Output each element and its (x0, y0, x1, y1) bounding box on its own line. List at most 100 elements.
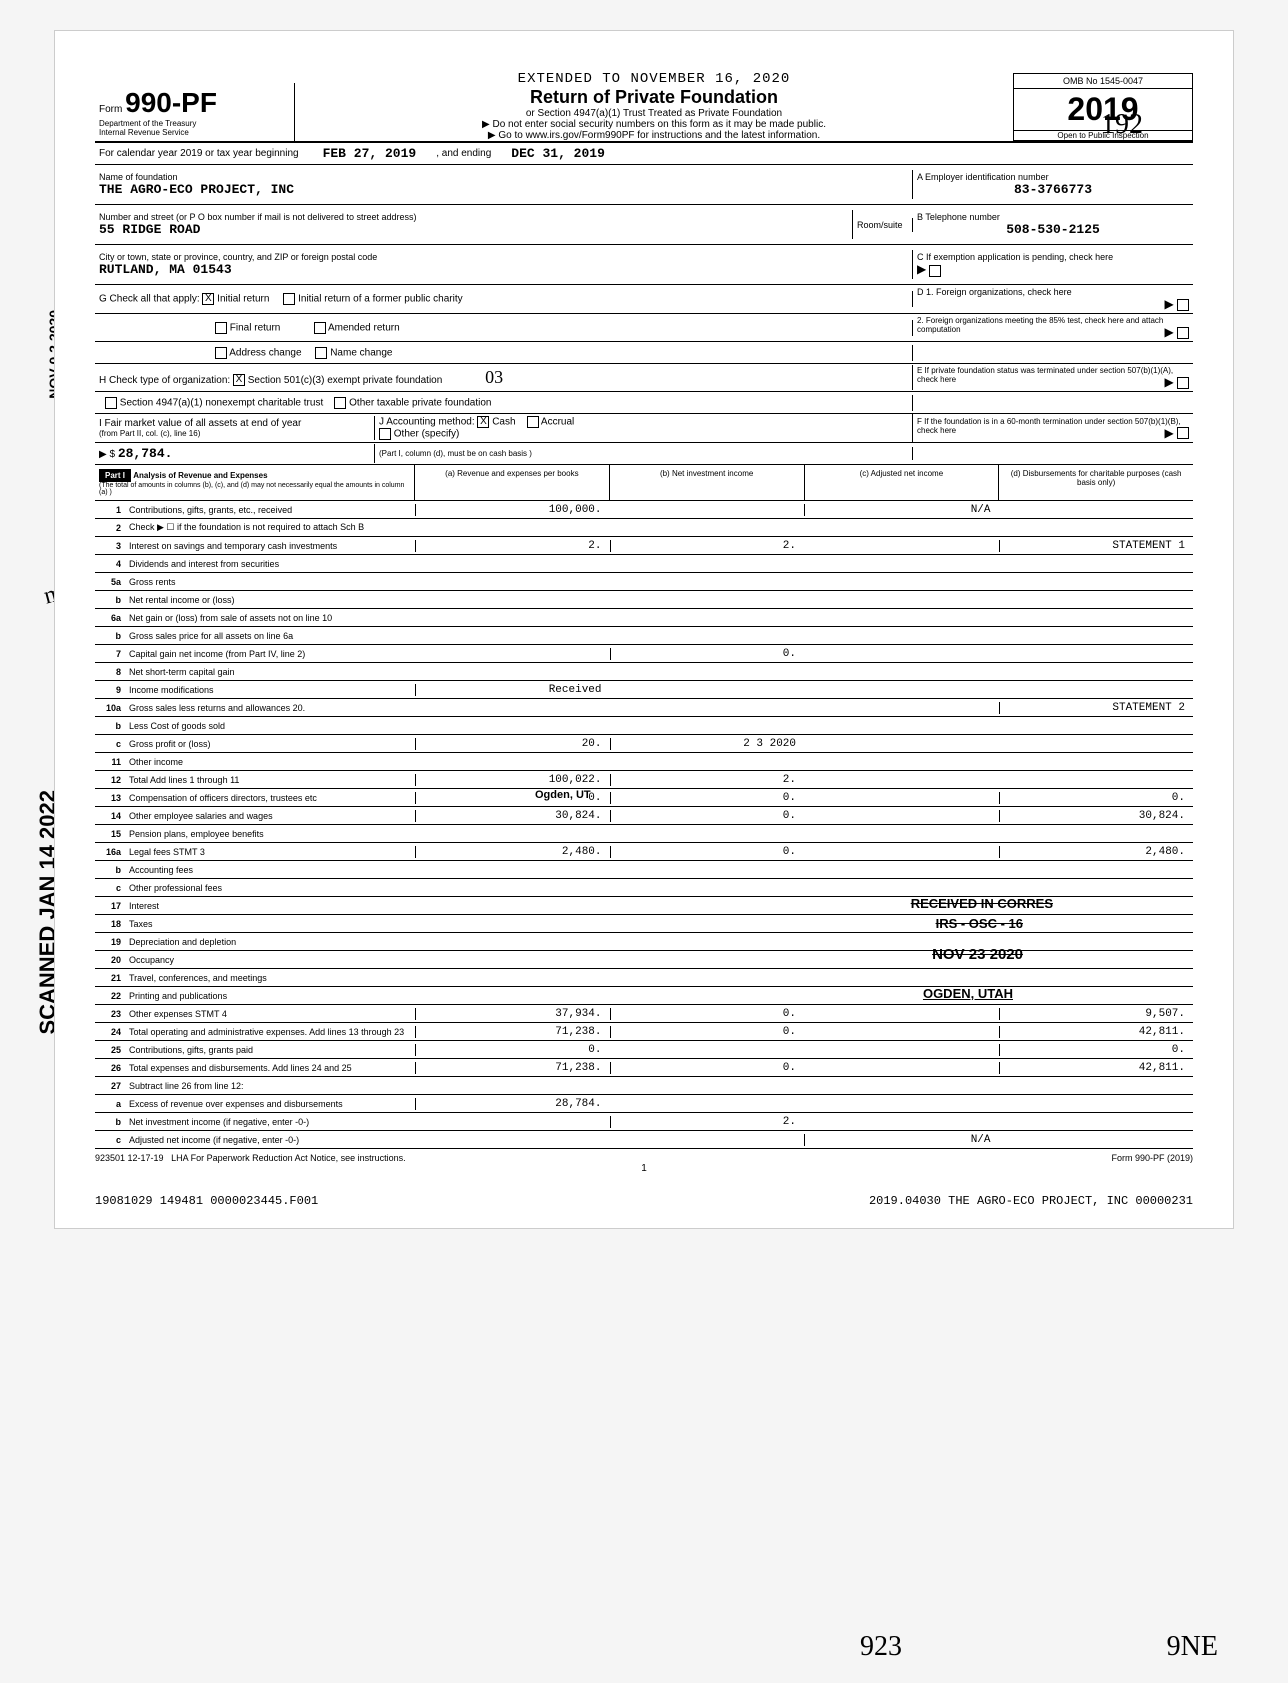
table-row: 15Pension plans, employee benefits (95, 825, 1193, 843)
value-cell-a: 2. (415, 540, 610, 552)
line-label: Subtract line 26 from line 12: (125, 1081, 415, 1091)
line-label: Total Add lines 1 through 11 (125, 775, 415, 785)
fmv-value: 28,784. (118, 446, 173, 461)
col-c-header: (c) Adjusted net income (805, 465, 1000, 500)
name-change-checkbox[interactable] (315, 347, 327, 359)
line-label: Occupancy (125, 955, 415, 965)
status-terminated-checkbox[interactable] (1177, 377, 1189, 389)
footer-code: 923501 12-17-19 (95, 1153, 164, 1163)
form-subtitle-1: or Section 4947(a)(1) Trust Treated as P… (315, 108, 993, 119)
value-cell-a: 2,480. (415, 846, 610, 858)
accrual-checkbox[interactable] (527, 416, 539, 428)
table-row: 9Income modificationsReceived (95, 681, 1193, 699)
line-number: 24 (95, 1027, 125, 1037)
tax-year-row: For calendar year 2019 or tax year begin… (95, 143, 1193, 165)
table-row: 19Depreciation and depletion (95, 933, 1193, 951)
col-a-header: (a) Revenue and expenses per books (415, 465, 610, 500)
value-cell-a: 28,784. (415, 1098, 610, 1110)
final-return-checkbox[interactable] (215, 322, 227, 334)
form-word: Form (99, 104, 122, 115)
value-cell-b: 0. (610, 648, 805, 660)
part-i-label: Part I (99, 469, 131, 482)
table-row: 27Subtract line 26 from line 12: (95, 1077, 1193, 1095)
address-value: 55 RIDGE ROAD (99, 222, 848, 237)
i-fmv-sub: (from Part II, col. (c), line 16) (99, 429, 370, 438)
4947-label: Section 4947(a)(1) nonexempt charitable … (120, 397, 323, 408)
501c3-label: Section 501(c)(3) exempt private foundat… (248, 375, 443, 386)
line-number: a (95, 1099, 125, 1109)
line-number: 7 (95, 649, 125, 659)
initial-former-checkbox[interactable] (283, 293, 295, 305)
form-number: 990-PF (125, 87, 217, 118)
amended-checkbox[interactable] (314, 322, 326, 334)
footer-form: Form 990-PF (2019) (1111, 1153, 1193, 1163)
value-cell-a: 37,934. (415, 1008, 610, 1020)
cash-checkbox[interactable]: X (477, 416, 489, 428)
table-row: aExcess of revenue over expenses and dis… (95, 1095, 1193, 1113)
table-row: 22Printing and publications (95, 987, 1193, 1005)
handwritten-signature: 9NE (1167, 1631, 1218, 1663)
analysis-title: Analysis of Revenue and Expenses (133, 471, 267, 480)
other-method-checkbox[interactable] (379, 428, 391, 440)
value-cell-a: Received (415, 684, 610, 696)
line-label: Gross sales less returns and allowances … (125, 703, 415, 713)
line-label: Less Cost of goods sold (125, 721, 415, 731)
initial-return-label: Initial return (217, 294, 269, 305)
line-number: 5a (95, 577, 125, 587)
table-row: 25Contributions, gifts, grants paid0.0. (95, 1041, 1193, 1059)
table-row: 3Interest on savings and temporary cash … (95, 537, 1193, 555)
table-row: bNet investment income (if negative, ent… (95, 1113, 1193, 1131)
table-row: 21Travel, conferences, and meetings (95, 969, 1193, 987)
foreign-85-checkbox[interactable] (1177, 327, 1189, 339)
room-suite-label: Room/suite (857, 220, 908, 230)
line-label: Accounting fees (125, 865, 415, 875)
line-label: Contributions, gifts, grants, etc., rece… (125, 505, 415, 515)
line-number: 15 (95, 829, 125, 839)
line-number: 18 (95, 919, 125, 929)
501c3-checkbox[interactable]: X (233, 374, 245, 386)
irs-label: Internal Revenue Service (99, 128, 290, 137)
table-row: 20Occupancy (95, 951, 1193, 969)
handwritten-03: 03 (485, 367, 503, 387)
line-number: b (95, 631, 125, 641)
line-label: Pension plans, employee benefits (125, 829, 415, 839)
value-cell-d: 9,507. (999, 1008, 1194, 1020)
table-row: 4Dividends and interest from securities (95, 555, 1193, 573)
ein-label: A Employer identification number (917, 172, 1189, 182)
ogden-ut-stamp: Ogden, UT (535, 789, 591, 801)
form-page: 192 Form 990-PF Department of the Treasu… (54, 30, 1234, 1229)
line-number: 21 (95, 973, 125, 983)
form-title: Return of Private Foundation (315, 87, 993, 108)
line-label: Other professional fees (125, 883, 415, 893)
value-cell-a: 71,238. (415, 1026, 610, 1038)
table-row: cOther professional fees (95, 879, 1193, 897)
phone-label: B Telephone number (917, 212, 1189, 222)
line-label: Taxes (125, 919, 415, 929)
4947-checkbox[interactable] (105, 397, 117, 409)
table-row: bGross sales price for all assets on lin… (95, 627, 1193, 645)
calendar-year-label: For calendar year 2019 or tax year begin… (95, 148, 303, 159)
handwritten-923: 923 (860, 1631, 902, 1663)
line-label: Interest (125, 901, 415, 911)
line-label: Total operating and administrative expen… (125, 1027, 415, 1037)
line-label: Other income (125, 757, 415, 767)
60-month-checkbox[interactable] (1177, 427, 1189, 439)
value-cell-d: 2,480. (999, 846, 1194, 858)
exemption-checkbox[interactable] (929, 265, 941, 277)
line-number: c (95, 883, 125, 893)
table-row: 7Capital gain net income (from Part IV, … (95, 645, 1193, 663)
line-label: Adjusted net income (if negative, enter … (125, 1135, 415, 1145)
address-change-checkbox[interactable] (215, 347, 227, 359)
d1-label: D 1. Foreign organizations, check here (917, 287, 1189, 297)
line-number: 10a (95, 703, 125, 713)
line-number: b (95, 721, 125, 731)
other-taxable-checkbox[interactable] (334, 397, 346, 409)
value-cell-d: STATEMENT 1 (999, 540, 1194, 552)
value-cell-a: 100,022. (415, 774, 610, 786)
line-number: 2 (95, 523, 125, 533)
ein-value: 83-3766773 (917, 182, 1189, 197)
foreign-org-checkbox[interactable] (1177, 299, 1189, 311)
line-number: 20 (95, 955, 125, 965)
value-cell-d: 0. (999, 792, 1194, 804)
initial-return-checkbox[interactable]: X (202, 293, 214, 305)
